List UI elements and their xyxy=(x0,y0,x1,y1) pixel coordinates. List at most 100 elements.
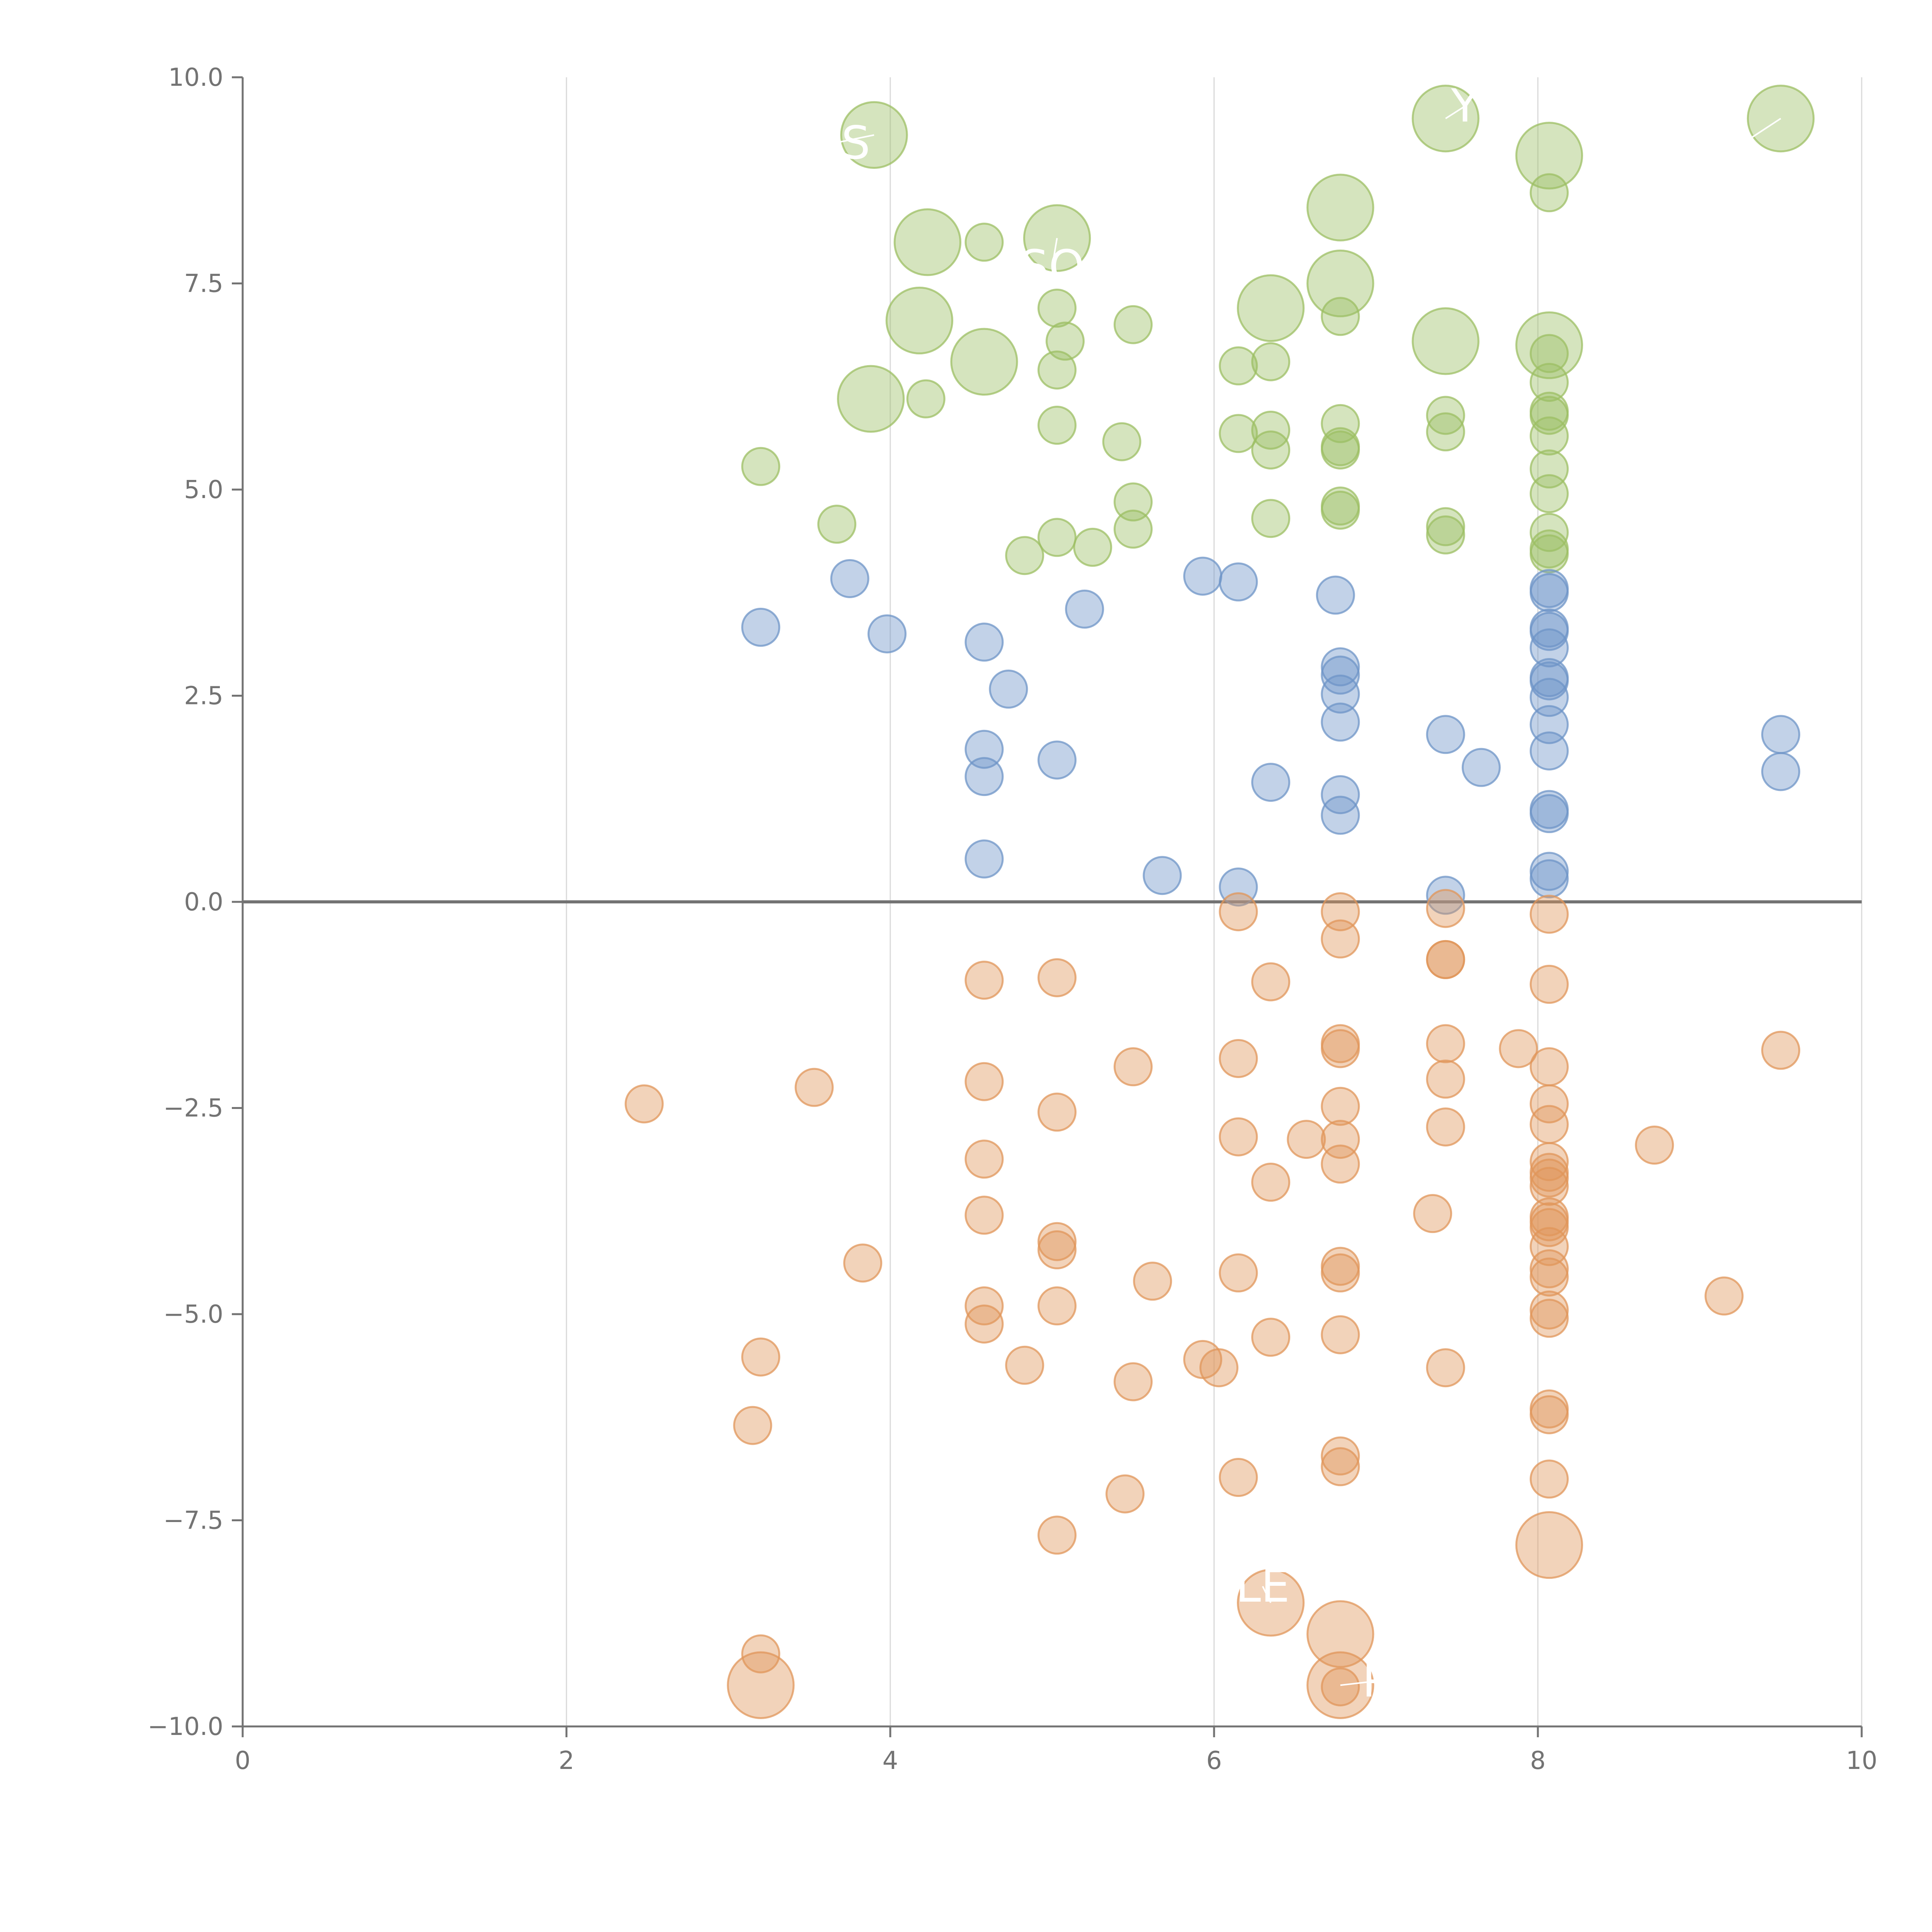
bubble-green-11 xyxy=(1237,274,1305,342)
bubble-label-4: LE xyxy=(1236,1559,1290,1612)
bubble-orange-24 xyxy=(1529,1084,1569,1124)
bubble-blue-20 xyxy=(1321,702,1360,742)
bubble-blue-0 xyxy=(1183,556,1223,596)
bubble-orange-9 xyxy=(1251,962,1291,1002)
leader-line-0 xyxy=(833,134,874,144)
leader-line-1 xyxy=(1445,105,1466,119)
bubble-blue-25 xyxy=(1529,731,1569,770)
bubble-blue-2 xyxy=(1219,562,1258,602)
bubble-blue-6 xyxy=(1065,589,1104,629)
y-tick-label-3: −2.5 xyxy=(163,1094,223,1123)
y-tick-label-5: 2.5 xyxy=(184,682,223,711)
x-tick-label-4: 4 xyxy=(883,1747,898,1775)
bubble-orange-72 xyxy=(1321,1447,1360,1486)
bubble-orange-10 xyxy=(1529,964,1569,1004)
bubble-orange-61 xyxy=(1251,1318,1291,1357)
x-tick-label-6: 6 xyxy=(1206,1747,1222,1775)
y-tick-label-6: 5.0 xyxy=(184,476,223,504)
bubble-orange-38 xyxy=(1529,1167,1569,1206)
bubble-orange-16 xyxy=(1219,1039,1258,1078)
bubble-orange-14 xyxy=(1499,1029,1538,1068)
bubble-blue-33 xyxy=(1529,794,1569,833)
bubble-green-20 xyxy=(1251,342,1291,381)
x-tick-label-2: 2 xyxy=(559,1747,575,1775)
bubble-green-54 xyxy=(1529,534,1569,573)
bubble-green-21 xyxy=(1219,346,1258,386)
bubble-green-23 xyxy=(1529,363,1569,402)
bubble-blue-40 xyxy=(1426,876,1465,915)
bubble-green-51 xyxy=(1037,518,1077,557)
leader-line-5 xyxy=(1340,1680,1376,1686)
bubble-orange-73 xyxy=(1219,1458,1258,1497)
bubble-green-46 xyxy=(817,505,857,544)
bubble-orange-47 xyxy=(843,1243,883,1283)
bubble-blue-5 xyxy=(1316,575,1355,615)
bubble-orange-65 xyxy=(1199,1348,1239,1388)
x-tick-label-10: 10 xyxy=(1846,1747,1877,1775)
bubble-orange-52 xyxy=(1529,1257,1569,1297)
bubble-green-39 xyxy=(741,447,781,486)
bubble-orange-76 xyxy=(1037,1515,1077,1555)
bubble-orange-53 xyxy=(1133,1262,1172,1301)
bubble-orange-6 xyxy=(1426,940,1465,979)
bubble-orange-54 xyxy=(1704,1276,1744,1316)
bubble-orange-7 xyxy=(964,961,1004,1000)
bubble-label-1: Y xyxy=(1451,79,1479,133)
bubble-orange-77 xyxy=(1515,1511,1583,1579)
bubble-blue-4 xyxy=(1529,573,1569,612)
bubble-blue-1 xyxy=(830,559,869,598)
bubble-green-6 xyxy=(893,208,962,276)
bubble-blue-31 xyxy=(1321,775,1360,815)
bubble-orange-17 xyxy=(1114,1047,1153,1087)
series-green xyxy=(741,85,1815,575)
bubble-orange-32 xyxy=(964,1139,1004,1179)
bubble-orange-26 xyxy=(1529,1105,1569,1144)
bubble-label-0: K S xyxy=(797,116,870,170)
bubble-blue-19 xyxy=(1529,678,1569,717)
bubble-orange-51 xyxy=(1219,1253,1258,1293)
y-tick-label-8: 10.0 xyxy=(168,63,224,92)
bubble-label-2: SO xyxy=(1020,240,1085,293)
bubble-green-15 xyxy=(1046,321,1085,361)
bubble-green-9 xyxy=(1306,249,1374,318)
bubble-orange-22 xyxy=(624,1084,664,1124)
bubble-blue-30 xyxy=(1251,763,1291,802)
bubble-green-7 xyxy=(964,223,1004,262)
bubble-orange-56 xyxy=(1037,1286,1077,1326)
y-tick-label-1: −7.5 xyxy=(163,1507,223,1535)
bubble-orange-59 xyxy=(964,1304,1004,1344)
bubble-orange-44 xyxy=(1037,1222,1077,1261)
bubble-orange-25 xyxy=(1037,1092,1077,1132)
bubble-orange-75 xyxy=(1105,1474,1145,1514)
bubble-green-4 xyxy=(1529,173,1569,213)
bubble-orange-66 xyxy=(1426,1348,1465,1388)
bubble-blue-17 xyxy=(989,669,1028,709)
bubble-orange-71 xyxy=(1321,1436,1360,1476)
bubble-blue-16 xyxy=(1529,661,1569,701)
bubble-blue-9 xyxy=(1529,612,1569,651)
bubble-orange-36 xyxy=(1529,1158,1569,1198)
bubble-orange-3 xyxy=(1529,895,1569,934)
bubble-green-2 xyxy=(1515,122,1583,190)
bubble-orange-28 xyxy=(1219,1117,1258,1156)
bubble-blue-22 xyxy=(1426,715,1465,754)
bubble-orange-2 xyxy=(1426,889,1465,928)
bubble-green-16 xyxy=(1412,307,1480,375)
bubble-orange-13 xyxy=(1426,1024,1465,1063)
bubble-green-47 xyxy=(1426,507,1465,546)
bubble-blue-7 xyxy=(741,607,781,647)
bubble-blue-29 xyxy=(964,757,1004,796)
bubble-orange-40 xyxy=(964,1196,1004,1235)
bubble-green-38 xyxy=(1251,430,1291,470)
bubble-labels: K S Y SO SE LE P xyxy=(797,79,1781,1708)
bubble-orange-50 xyxy=(1529,1249,1569,1289)
leader-line-3 xyxy=(1723,118,1781,156)
bubble-green-44 xyxy=(1321,490,1360,530)
bubble-green-19 xyxy=(950,328,1018,396)
bubble-orange-70 xyxy=(733,1406,772,1445)
bubble-green-48 xyxy=(1114,509,1153,549)
bubble-orange-33 xyxy=(1321,1145,1360,1184)
bubble-green-13 xyxy=(885,286,954,355)
bubble-blue-38 xyxy=(1529,859,1569,898)
